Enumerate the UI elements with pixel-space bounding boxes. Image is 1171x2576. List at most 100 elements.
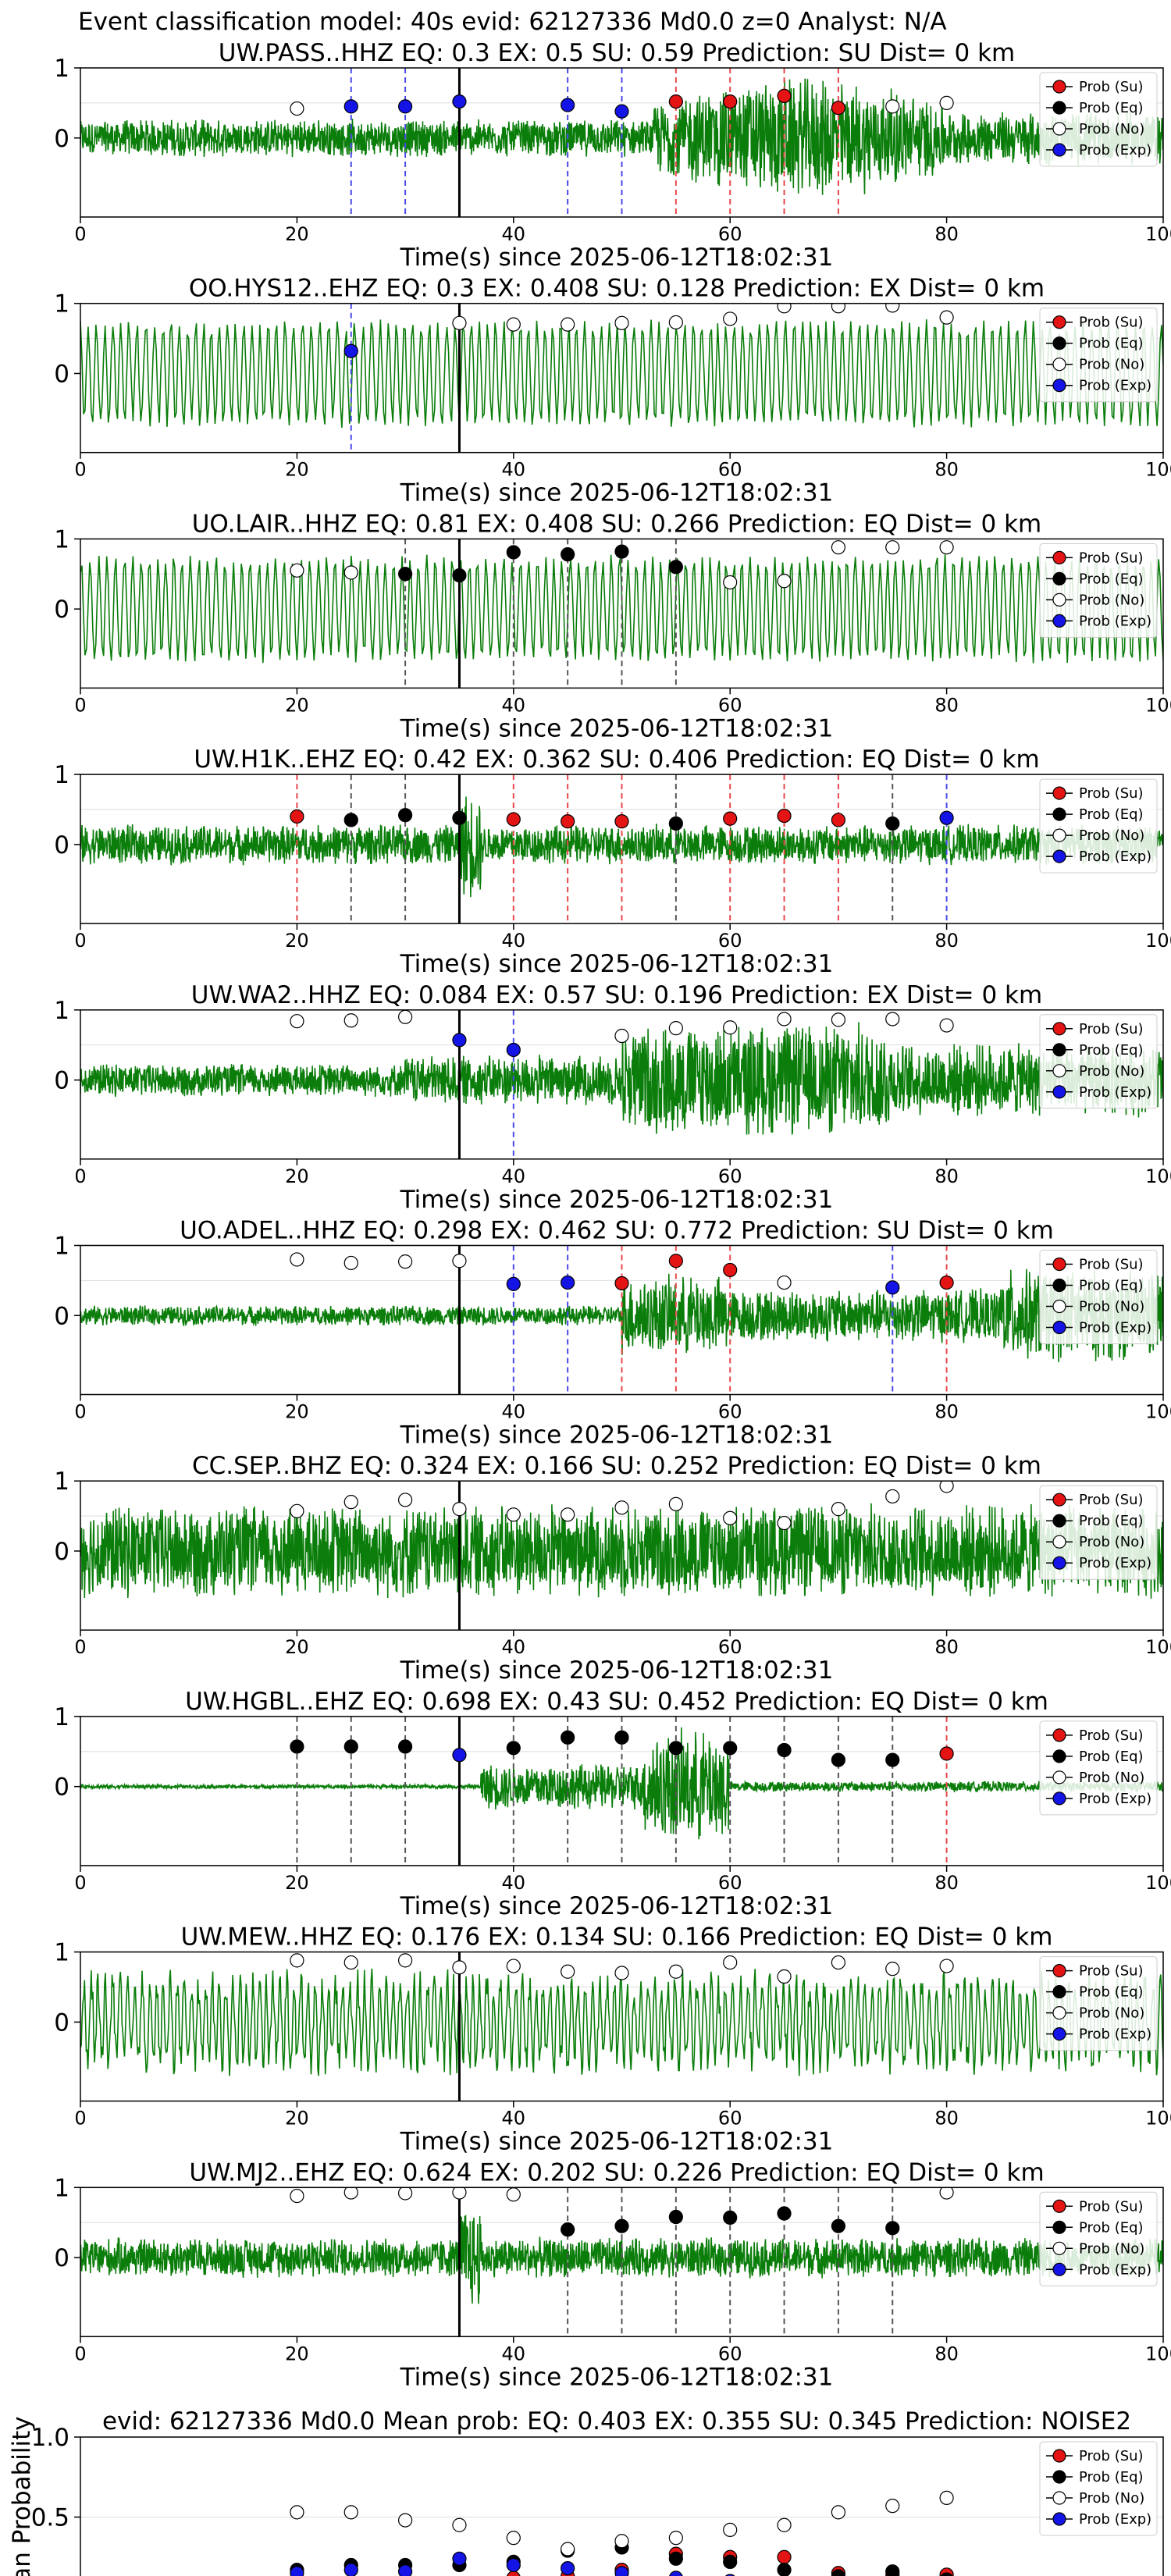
prob-marker-no	[885, 1962, 900, 1976]
mean-marker-eq	[831, 2569, 845, 2576]
prob-marker-eq	[614, 544, 629, 559]
prob-marker-no	[885, 540, 900, 555]
prob-marker-eq	[831, 2218, 846, 2233]
prob-marker-exp	[885, 1280, 900, 1295]
prob-marker-no	[343, 2187, 358, 2200]
mean-marker-eq	[777, 2563, 792, 2576]
y-tick-label: 1	[54, 1703, 69, 1731]
prob-marker-su	[723, 1262, 738, 1278]
legend-label-exp: Prob (Exp)	[1079, 613, 1151, 629]
legend-box	[1039, 1485, 1158, 1580]
prob-marker-no	[561, 1964, 575, 1979]
y-tick-label: 1	[54, 997, 69, 1025]
station-panel: 0 20 40 60 80 100 0 1 UW.MJ2..EHZ EQ: 0.624 EX: …	[54, 2158, 1171, 2391]
prob-marker-no	[506, 1507, 521, 1522]
prob-marker-no	[561, 317, 575, 332]
plot-area	[80, 774, 1163, 924]
legend-marker-su	[1052, 1493, 1066, 1507]
y-axis-label: Mean Probability	[8, 2416, 36, 2576]
prob-marker-eq	[506, 1741, 521, 1756]
legend-marker-no	[1052, 1299, 1066, 1314]
station-panel: 0 20 40 60 80 100 0 1 CC.SEP..BHZ EQ: 0.324 EX: …	[54, 1452, 1171, 1685]
prob-marker-su	[614, 814, 629, 829]
prob-marker-no	[777, 1012, 792, 1026]
x-tick-label: 100	[1145, 1165, 1171, 1187]
prob-marker-no	[777, 1969, 792, 1984]
x-tick-label: 40	[502, 694, 526, 716]
panel-title: UW.WA2..HHZ EQ: 0.084 EX: 0.57 SU: 0.196…	[191, 981, 1042, 1009]
prob-marker-no	[290, 2188, 304, 2204]
prob-marker-su	[290, 809, 304, 824]
legend-label-eq: Prob (Eq)	[1079, 1749, 1144, 1765]
prob-marker-exp	[452, 1748, 467, 1763]
legend-label-su: Prob (Su)	[1079, 1257, 1144, 1273]
x-axis-label: Time(s) since 2025-06-12T18:02:31	[400, 479, 834, 507]
station-panel: 0 20 40 60 80 100 0 1 UW.PASS..HHZ EQ: 0.3 EX: 0…	[54, 39, 1171, 272]
x-tick-label: 40	[502, 223, 526, 245]
y-tick-label: 0	[54, 1538, 69, 1566]
prob-marker-no	[290, 1014, 304, 1029]
prob-marker-eq	[723, 2210, 738, 2226]
x-tick-label: 80	[934, 223, 959, 245]
x-axis-label: Time(s) since 2025-06-12T18:02:31	[400, 1186, 834, 1214]
y-tick-label: 0	[54, 1774, 69, 1802]
x-tick-label: 80	[934, 1636, 959, 1658]
prob-marker-exp	[939, 810, 954, 825]
x-tick-label: 20	[285, 2343, 309, 2364]
legend-label-exp: Prob (Exp)	[1079, 1320, 1151, 1336]
legend-label-exp: Prob (Exp)	[1079, 1555, 1151, 1571]
legend-label-exp: Prob (Exp)	[1079, 849, 1151, 865]
legend-marker-eq	[1052, 1749, 1066, 1763]
prob-marker-no	[777, 1515, 792, 1531]
x-tick-label: 60	[718, 694, 742, 716]
y-tick-label: 1	[54, 525, 69, 553]
legend-label-no: Prob (No)	[1079, 1770, 1144, 1786]
x-tick-label: 40	[502, 1872, 526, 1894]
prob-marker-no	[506, 2187, 521, 2202]
mean-marker-exp	[290, 2566, 304, 2576]
x-tick-label: 100	[1145, 694, 1171, 716]
prob-marker-no	[668, 1496, 683, 1511]
legend-marker-eq	[1052, 2470, 1066, 2484]
prob-marker-eq	[343, 1739, 358, 1754]
prob-marker-eq	[668, 816, 683, 831]
prob-marker-no	[939, 310, 954, 325]
x-tick-label: 0	[74, 459, 86, 481]
x-tick-label: 60	[718, 223, 742, 245]
plot-area	[80, 2187, 1163, 2337]
mean-marker-eq	[940, 2572, 953, 2576]
panel-title: UW.MEW..HHZ EQ: 0.176 EX: 0.134 SU: 0.16…	[181, 1923, 1053, 1952]
prob-marker-no	[885, 1489, 900, 1504]
prob-marker-no	[452, 2187, 467, 2200]
legend-label-su: Prob (Su)	[1079, 785, 1144, 802]
mean-marker-no	[723, 2522, 738, 2537]
x-axis-label: Time(s) since 2025-06-12T18:02:31	[400, 2363, 834, 2391]
legend-marker-su	[1052, 315, 1066, 329]
legend-box	[1039, 1250, 1158, 1344]
mean-marker-no	[668, 2531, 683, 2546]
station-panel: 0 20 40 60 80 100 0 1 UO.LAIR..HHZ EQ: 0.81 EX: …	[54, 510, 1171, 742]
x-tick-label: 100	[1145, 459, 1171, 481]
legend-label-eq: Prob (Eq)	[1079, 2219, 1144, 2236]
x-tick-label: 80	[934, 459, 959, 481]
legend-marker-eq	[1052, 1985, 1066, 1999]
axes-frame	[80, 1009, 1164, 1160]
prob-marker-eq	[343, 813, 358, 827]
legend-marker-su	[1052, 1964, 1066, 1978]
station-panel: 0 20 40 60 80 100 0 1 UW.MEW..HHZ EQ: 0.176 EX: …	[54, 1923, 1171, 2156]
legend-label-su: Prob (Su)	[1079, 1963, 1144, 1980]
plot-area	[80, 68, 1163, 217]
x-tick-label: 20	[285, 2108, 309, 2129]
prob-marker-no	[398, 2187, 413, 2201]
mean-marker-exp	[398, 2564, 413, 2576]
x-axis-label: Time(s) since 2025-06-12T18:02:31	[400, 1892, 834, 1920]
prob-marker-su	[668, 1254, 683, 1268]
axes-frame	[80, 2436, 1164, 2576]
legend-box	[1039, 1956, 1158, 2051]
x-tick-label: 40	[502, 2343, 526, 2364]
x-tick-label: 40	[502, 2108, 526, 2129]
prob-marker-eq	[777, 2206, 792, 2221]
mean-marker-no	[561, 2542, 575, 2556]
mean-marker-exp	[561, 2561, 575, 2576]
